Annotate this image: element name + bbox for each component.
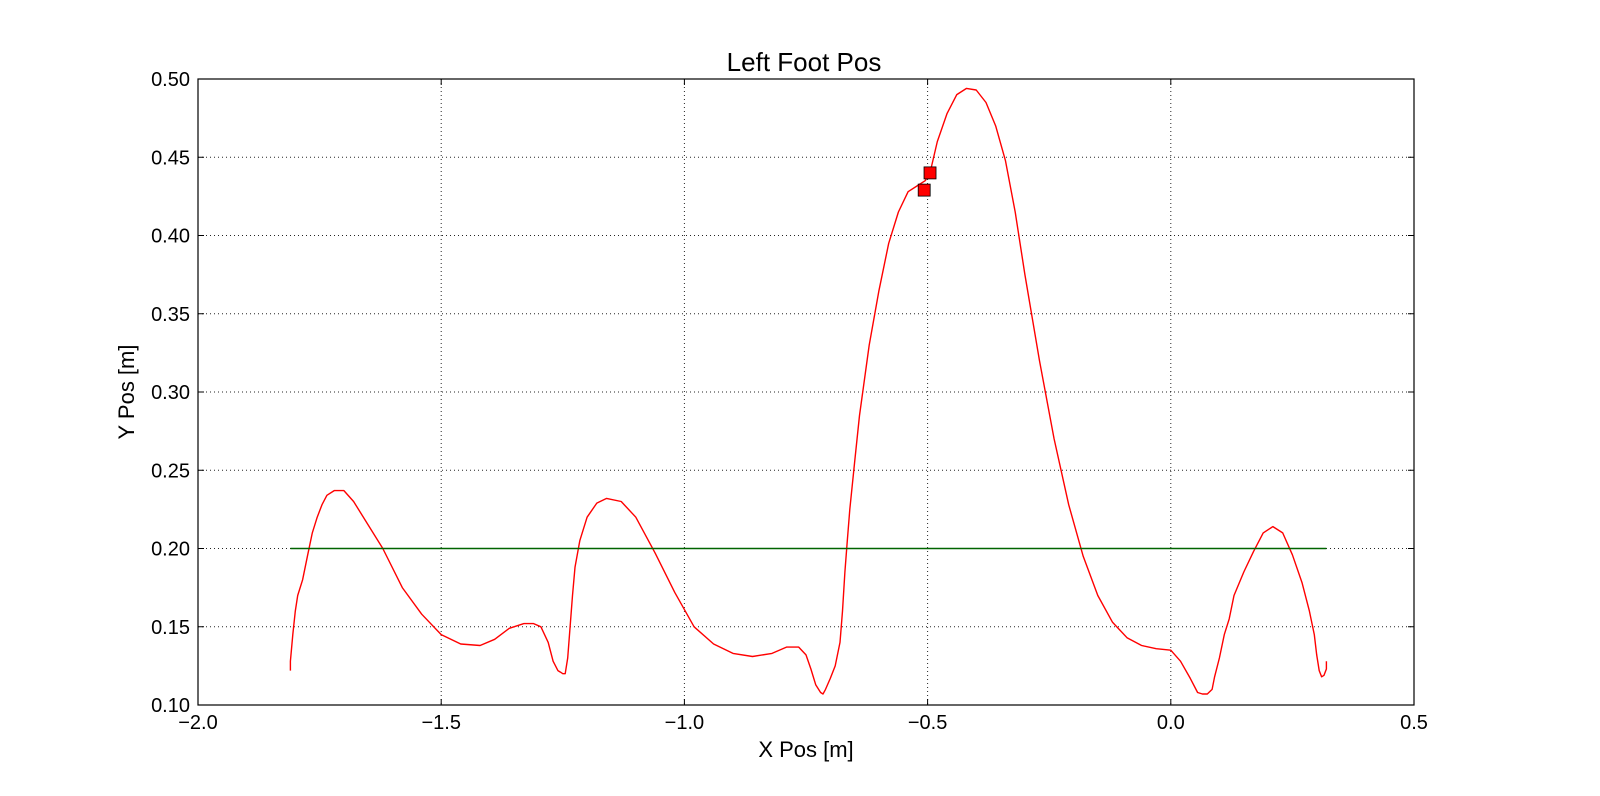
x-tick-label: −1.0 <box>665 712 704 734</box>
square-marker <box>917 183 931 197</box>
chart-title: Left Foot Pos <box>727 47 882 77</box>
y-tick-label: 0.15 <box>151 617 190 639</box>
x-tick-label: −1.5 <box>421 712 460 734</box>
x-ticks: −2.0 −1.5 −1.0 −0.5 0.0 0.5 <box>178 79 1428 734</box>
y-tick-label: 0.10 <box>151 695 190 717</box>
y-tick-label: 0.20 <box>151 539 190 561</box>
x-axis-label: X Pos [m] <box>758 737 853 762</box>
y-ticks: 0.10 0.15 0.20 0.25 0.30 0.35 0.40 0.45 0.50 <box>151 69 1414 717</box>
y-tick-label: 0.35 <box>151 304 190 326</box>
gridlines <box>198 79 1414 705</box>
y-tick-label: 0.50 <box>151 69 190 91</box>
y-tick-label: 0.30 <box>151 382 190 404</box>
series-layer <box>289 87 1328 695</box>
marker-layer <box>917 166 937 197</box>
x-tick-label: 0.0 <box>1157 712 1185 734</box>
y-tick-label: 0.25 <box>151 460 190 482</box>
y-tick-label: 0.40 <box>151 226 190 248</box>
y-axis-label: Y Pos [m] <box>114 345 139 440</box>
x-tick-label: 0.5 <box>1400 712 1428 734</box>
square-marker <box>923 166 937 180</box>
x-tick-label: −2.0 <box>178 712 217 734</box>
foot-trajectory-line <box>289 87 1328 695</box>
y-tick-label: 0.45 <box>151 147 190 169</box>
x-tick-label: −0.5 <box>908 712 947 734</box>
